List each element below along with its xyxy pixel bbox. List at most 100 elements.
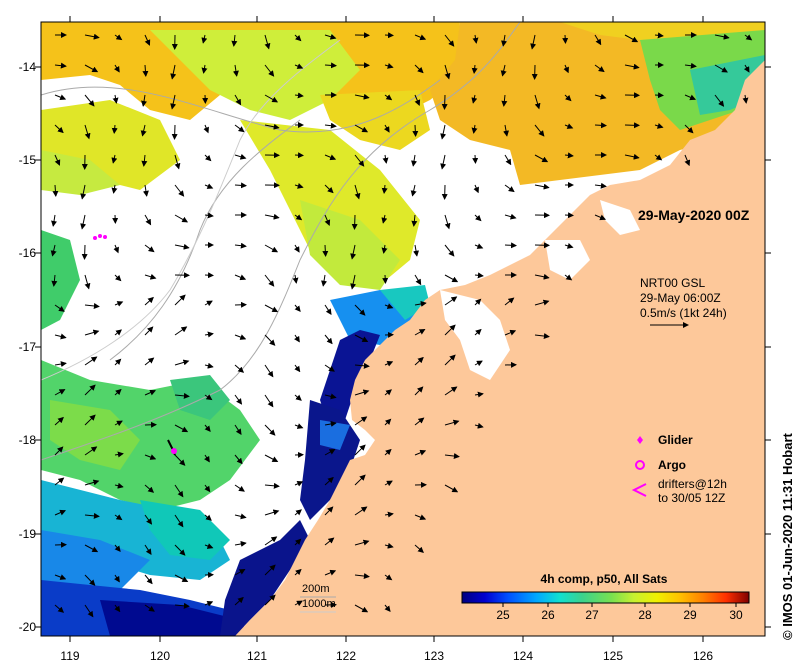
current-vector [562, 34, 569, 44]
current-vector [384, 303, 394, 309]
current-vector [264, 213, 280, 220]
current-vector [204, 514, 212, 521]
current-vector [381, 214, 388, 224]
current-vector [232, 64, 239, 77]
current-vector [354, 539, 370, 546]
current-vector [294, 152, 304, 159]
current-vector [444, 453, 460, 460]
current-vector [324, 393, 337, 400]
y-tick-label: -15 [19, 153, 37, 167]
current-vector [324, 214, 331, 227]
current-vector [742, 94, 749, 104]
current-vector [234, 484, 245, 492]
current-vector [54, 604, 65, 613]
current-vector [234, 124, 245, 133]
current-vector [114, 482, 124, 489]
current-vector [354, 506, 368, 516]
isobaths [41, 22, 521, 461]
current-vector [234, 454, 243, 465]
current-vector [324, 184, 334, 194]
current-vector [594, 93, 607, 100]
current-vector [264, 244, 279, 253]
current-vector [294, 214, 303, 221]
current-vector [84, 124, 91, 140]
current-vector [174, 574, 189, 582]
current-vector [114, 451, 124, 458]
current-vector [534, 154, 549, 163]
current-vector [351, 214, 358, 230]
glider-legend-label: Glider [658, 433, 693, 447]
current-vector [114, 64, 120, 73]
current-vector [114, 544, 121, 552]
current-vector [384, 361, 394, 367]
current-vector [471, 94, 478, 104]
current-vector [684, 62, 697, 69]
current-vector [234, 424, 242, 436]
current-vector [471, 124, 478, 134]
current-vector [324, 122, 337, 129]
x-tick-label: 122 [336, 649, 356, 663]
current-vector [204, 601, 214, 607]
current-vector [472, 154, 479, 164]
current-vector [504, 297, 515, 306]
current-vector [264, 274, 275, 287]
current-vector [144, 273, 157, 280]
current-vector [440, 154, 447, 170]
current-vector [264, 334, 276, 346]
current-vector [414, 514, 427, 521]
current-vector [114, 274, 122, 282]
current-vector [84, 446, 98, 456]
current-vector [564, 274, 573, 281]
current-vector [354, 362, 370, 369]
current-vector [294, 92, 304, 99]
current-vector [381, 184, 388, 194]
current-vector [294, 364, 301, 373]
argo-marker [171, 448, 177, 454]
current-vector [474, 298, 482, 306]
sst-cold-coastal [220, 330, 380, 636]
current-vector [80, 214, 87, 230]
current-vector [174, 454, 186, 466]
y-tick-label: -20 [19, 620, 37, 634]
current-vector [234, 182, 247, 189]
current-vector [54, 124, 64, 134]
current-vector [384, 448, 392, 456]
current-vector [141, 154, 148, 167]
current-vector [234, 596, 244, 606]
current-vector [444, 296, 458, 306]
map-plot-area [41, 22, 765, 636]
current-vector [324, 304, 332, 316]
current-vector [563, 64, 569, 74]
current-vector [174, 294, 186, 306]
current-vector [204, 424, 211, 432]
current-vector [414, 449, 427, 456]
current-vector [354, 389, 370, 396]
colorbar-tick-label: 25 [496, 608, 510, 622]
current-vector [354, 334, 369, 342]
current-vector [264, 304, 279, 313]
current-vector [144, 244, 155, 253]
current-vector [111, 124, 118, 134]
current-vector [294, 63, 304, 69]
current-vector [384, 62, 394, 69]
current-vector [51, 274, 58, 287]
current-vector [84, 414, 96, 426]
current-vector [294, 394, 302, 401]
current-vector [411, 214, 418, 227]
x-tick-label: 121 [247, 649, 267, 663]
current-vector [294, 34, 302, 42]
current-vector [113, 244, 119, 254]
current-vector [382, 274, 389, 284]
current-vector [444, 244, 455, 257]
current-vector [144, 326, 154, 336]
colorbar-title: 4h comp, p50, All Sats [541, 572, 668, 586]
current-vector [84, 384, 96, 396]
current-vector [264, 509, 280, 516]
current-vector [84, 33, 100, 40]
axis-ticks [35, 16, 771, 642]
current-vector [54, 509, 67, 516]
current-vector [54, 154, 61, 166]
current-vector [80, 184, 87, 200]
current-vector [174, 243, 190, 250]
x-tick-label: 126 [693, 649, 713, 663]
